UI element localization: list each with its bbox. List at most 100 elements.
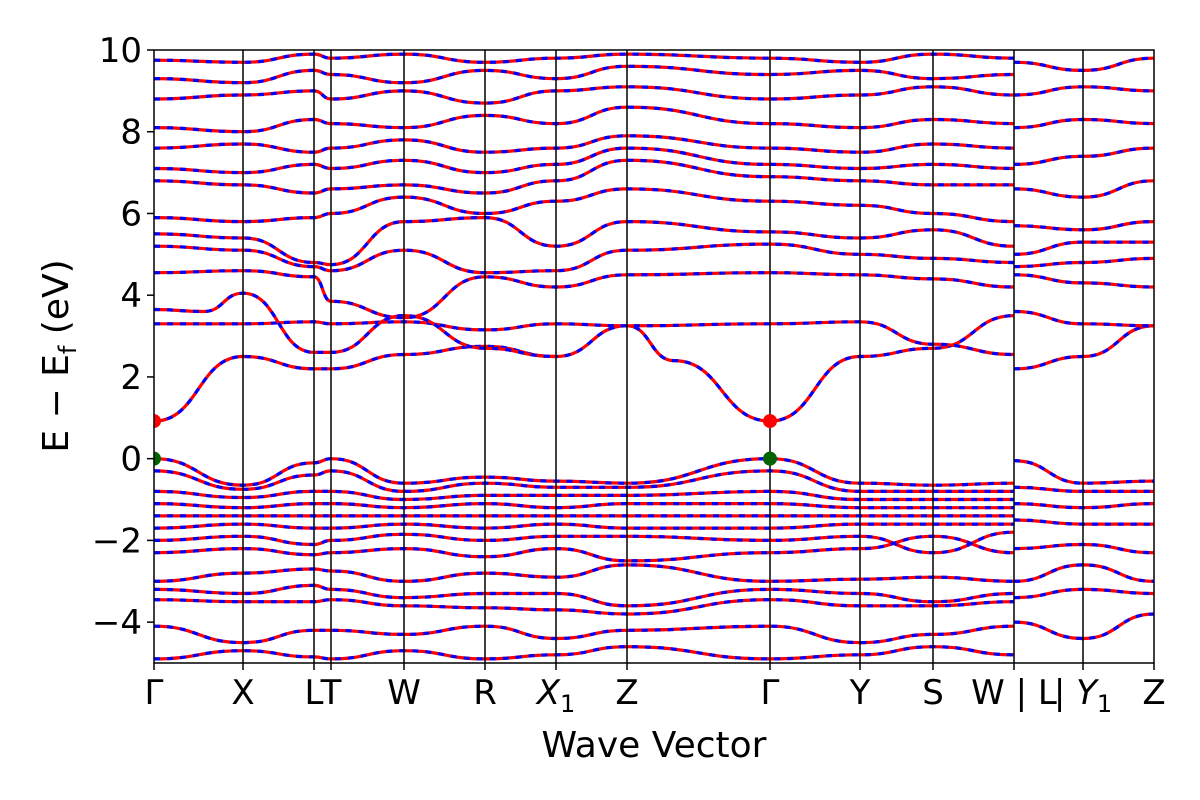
x-axis-label: Wave Vector (542, 725, 767, 766)
vbm-marker (154, 451, 161, 466)
band-line-spin-down (154, 215, 1015, 267)
band-line-spin-down (154, 645, 1015, 661)
band-37 (1013, 56, 1154, 73)
band-edge-markers (154, 414, 777, 466)
kpoint-label: Z (615, 673, 638, 713)
band-19 (154, 522, 1014, 530)
band-line-spin-up (1013, 309, 1154, 328)
band-43 (1013, 563, 1154, 583)
band-27 (1013, 256, 1154, 269)
band-line-spin-up (1013, 459, 1154, 485)
band-line-spin-down (154, 105, 1015, 134)
kpoint-label: S (922, 673, 944, 713)
band-2 (154, 291, 557, 359)
y-tick-label: −4 (92, 603, 142, 643)
band-line-spin-down (154, 489, 1014, 502)
band-21 (154, 534, 1015, 563)
band-4 (154, 242, 1015, 275)
band-line-spin-down (154, 624, 1015, 645)
band-7 (154, 158, 1014, 195)
band-line-spin-up (154, 85, 1015, 105)
y-tick-label: −2 (92, 521, 142, 561)
band-40 (1013, 502, 1154, 510)
band-line-spin-up (154, 187, 1015, 224)
band-45 (1013, 612, 1154, 641)
band-line-spin-down (154, 291, 557, 359)
band-line-spin-up (154, 242, 1015, 275)
band-line-spin-down (154, 242, 1015, 275)
band-9 (154, 134, 1015, 154)
band-11 (154, 85, 1015, 105)
band-line-spin-down (154, 134, 1015, 154)
band-line-spin-up (154, 269, 1015, 320)
band-10 (154, 105, 1015, 134)
band-line-spin-down (1013, 459, 1154, 485)
band-8 (154, 146, 1015, 175)
band-32 (1013, 220, 1154, 232)
bands-layer (154, 52, 1154, 661)
band-line-spin-down (154, 598, 1015, 616)
y-tick-label: 2 (120, 358, 142, 398)
band-34 (1013, 146, 1154, 166)
band-line-spin-down (154, 146, 1015, 175)
band-44 (1013, 587, 1154, 600)
band-30 (1013, 309, 1154, 328)
kpoint-label: | Y1 (1054, 673, 1112, 718)
band-line-spin-up (154, 158, 1014, 195)
band-line-spin-down (154, 85, 1015, 105)
band-36 (1013, 85, 1154, 97)
cbm-marker (154, 414, 161, 429)
band-12 (154, 64, 1015, 85)
band-line-spin-up (1013, 324, 1154, 371)
band-28 (1013, 240, 1154, 256)
band-41 (1013, 518, 1154, 526)
band-17 (154, 501, 1014, 510)
band-line-spin-down (154, 158, 1014, 195)
kpoint-label: Z (1142, 673, 1165, 713)
kpoint-label: Y (849, 673, 871, 713)
y-tick-label: 4 (120, 276, 142, 316)
kpoint-label: Γ (145, 673, 164, 713)
kpoint-label: W | L (971, 673, 1057, 713)
y-axis-label: E − Ef (eV) (36, 259, 82, 452)
cbm-marker (763, 414, 777, 429)
band-1 (154, 320, 1015, 357)
band-33 (1013, 179, 1154, 199)
band-line-spin-down (154, 320, 1015, 357)
band-line-spin-up (1013, 612, 1154, 641)
kpoint-label: R (473, 673, 497, 713)
band-line-spin-down (1013, 563, 1154, 583)
band-13 (154, 52, 1015, 64)
kpoint-label: X (231, 673, 254, 713)
y-tick-label: 6 (120, 194, 142, 234)
band-line-spin-down (154, 563, 1015, 583)
band-line-spin-down (154, 534, 1015, 563)
plot-frame (153, 49, 1155, 664)
y-tick-label: 8 (120, 113, 142, 153)
band-26 (154, 645, 1015, 661)
band-35 (1013, 117, 1154, 130)
band-24 (154, 598, 1015, 616)
band-line-spin-down (154, 269, 1015, 320)
band-20 (154, 530, 1015, 555)
band-line-spin-down (154, 583, 1015, 608)
band-31 (1013, 273, 1154, 289)
kpoint-label: X1 (535, 673, 576, 718)
band-5 (154, 215, 1015, 267)
band-42 (1013, 542, 1154, 555)
band-line-spin-up (1013, 240, 1154, 256)
band-3 (154, 269, 1015, 320)
y-tick-label: 0 (120, 440, 142, 480)
band-line-spin-down (154, 187, 1015, 224)
band-6 (154, 187, 1015, 224)
band-line-spin-down (154, 530, 1015, 555)
band-line-spin-up (154, 215, 1015, 267)
band-38 (1013, 459, 1154, 485)
band-25 (154, 624, 1015, 645)
band-22 (154, 563, 1015, 583)
band-line-spin-up (1013, 563, 1154, 583)
kpoint-label: W (387, 673, 421, 713)
band-line-spin-up (154, 320, 1015, 357)
y-tick-label: 10 (99, 31, 142, 71)
